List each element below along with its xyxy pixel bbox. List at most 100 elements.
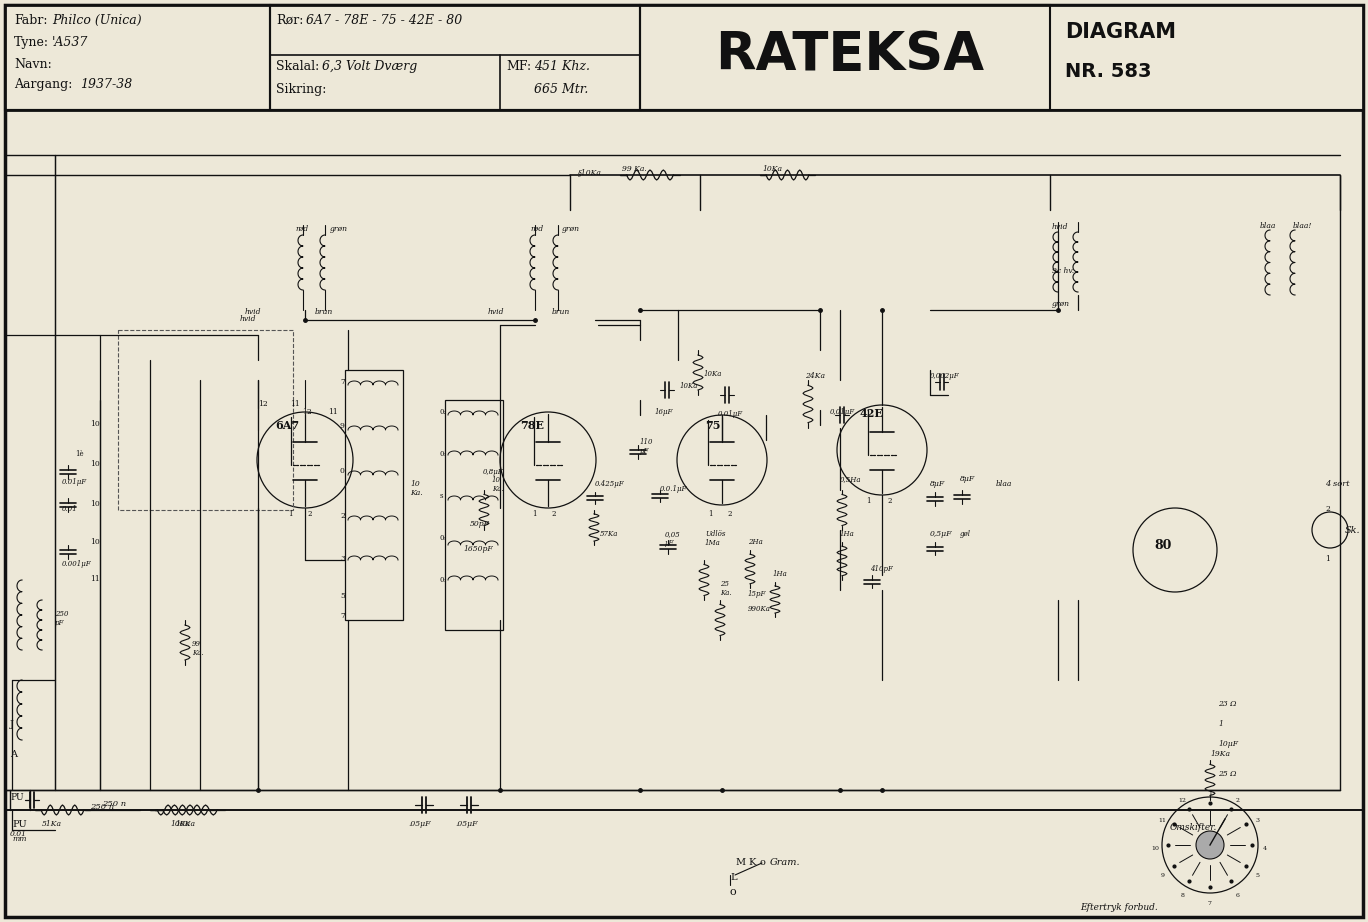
Text: 1: 1 — [532, 510, 536, 518]
Text: 9c hv.: 9c hv. — [1052, 267, 1074, 275]
Text: 5: 5 — [341, 592, 345, 600]
Text: mm: mm — [12, 835, 26, 843]
Text: 2: 2 — [341, 512, 345, 520]
Text: 0,8μF: 0,8μF — [483, 468, 503, 476]
Text: 250 n: 250 n — [103, 800, 126, 808]
Bar — [269, 5, 640, 110]
Text: M: M — [735, 858, 746, 867]
Text: 51Ka: 51Ka — [42, 820, 62, 828]
Text: 0,05
μF: 0,05 μF — [665, 530, 681, 547]
Circle shape — [1161, 797, 1259, 893]
Text: hvid: hvid — [488, 308, 505, 316]
Text: 10Ka: 10Ka — [170, 820, 190, 828]
Text: 6A7 - 78E - 75 - 42E - 80: 6A7 - 78E - 75 - 42E - 80 — [306, 14, 462, 27]
Text: 410pF: 410pF — [870, 565, 893, 573]
Text: grøn: grøn — [562, 225, 580, 233]
Text: o: o — [731, 887, 736, 897]
Text: Aargang:: Aargang: — [14, 78, 73, 91]
Text: 6A7: 6A7 — [275, 420, 300, 431]
Text: 25 Ω: 25 Ω — [1218, 770, 1237, 778]
Text: Tyne:: Tyne: — [14, 36, 49, 49]
Text: 2: 2 — [308, 510, 312, 518]
Text: MF:: MF: — [506, 60, 531, 73]
Text: 0.01: 0.01 — [62, 505, 78, 513]
Text: 2: 2 — [1326, 505, 1330, 513]
Text: 0.01: 0.01 — [10, 830, 27, 838]
Text: 10Ka: 10Ka — [680, 382, 699, 390]
Text: 0₂: 0₂ — [440, 408, 447, 416]
Text: 10: 10 — [90, 538, 100, 546]
Text: 42E: 42E — [860, 408, 884, 419]
Text: .05μF: .05μF — [456, 820, 477, 828]
Text: 0,01μF: 0,01μF — [830, 408, 855, 416]
Text: 665 Mtr.: 665 Mtr. — [534, 83, 588, 96]
Text: 0.01μF: 0.01μF — [62, 478, 88, 486]
Text: 16μF: 16μF — [655, 408, 673, 416]
Bar — [445, 400, 503, 630]
Text: 9: 9 — [341, 422, 345, 430]
Text: 5: 5 — [1256, 873, 1260, 878]
Bar — [118, 330, 293, 510]
Text: 3: 3 — [1256, 818, 1260, 823]
Text: 2Ha: 2Ha — [748, 538, 763, 546]
Text: 0,5μF: 0,5μF — [930, 530, 952, 538]
Text: 1650pF: 1650pF — [462, 545, 492, 553]
Text: 1è: 1è — [75, 450, 83, 458]
Text: blaa: blaa — [996, 480, 1012, 488]
Text: grøn: grøn — [330, 225, 347, 233]
Text: 0.425μF: 0.425μF — [595, 480, 625, 488]
Text: 11: 11 — [328, 408, 338, 416]
Text: PU: PU — [12, 820, 27, 829]
Text: 24Ka: 24Ka — [804, 372, 825, 380]
Text: L: L — [731, 873, 736, 882]
Text: Fabr:: Fabr: — [14, 14, 48, 27]
Text: 10μF: 10μF — [1218, 740, 1238, 748]
Text: 0,5Ha: 0,5Ha — [840, 475, 862, 483]
Text: 10
Ka.: 10 Ka. — [492, 476, 503, 493]
Text: hvid: hvid — [239, 315, 257, 323]
Circle shape — [1196, 831, 1224, 859]
Bar — [5, 5, 1363, 110]
Text: 0.0.1μF: 0.0.1μF — [659, 485, 687, 493]
Text: 12: 12 — [302, 408, 312, 416]
Text: Navn:: Navn: — [14, 58, 52, 71]
Text: o: o — [761, 858, 766, 867]
Text: 1: 1 — [1218, 720, 1223, 728]
Text: 8μF: 8μF — [930, 480, 945, 488]
Text: .05μF: .05μF — [408, 820, 431, 828]
Text: Eftertryk forbud.: Eftertryk forbud. — [1079, 903, 1157, 912]
Text: blaa!: blaa! — [1293, 222, 1312, 230]
Text: 75: 75 — [705, 420, 721, 431]
Text: Sk.: Sk. — [1345, 526, 1361, 535]
Text: s: s — [440, 492, 443, 500]
Text: 9: 9 — [1160, 873, 1164, 878]
Text: 4: 4 — [1263, 845, 1267, 850]
Text: 1: 1 — [709, 510, 713, 518]
Text: 11: 11 — [290, 400, 300, 408]
Text: 990Ka: 990Ka — [748, 605, 772, 613]
Text: 6: 6 — [1235, 893, 1239, 898]
Text: 7: 7 — [1208, 901, 1212, 905]
Text: Omskifter.: Omskifter. — [1170, 823, 1218, 832]
Text: 10: 10 — [90, 460, 100, 468]
Text: 1Ha: 1Ha — [773, 570, 788, 578]
Text: 99 Ka.: 99 Ka. — [622, 165, 647, 173]
Text: hvid: hvid — [1052, 223, 1068, 231]
Text: 10: 10 — [1150, 845, 1159, 850]
Text: 12: 12 — [1178, 798, 1186, 803]
Text: 12: 12 — [259, 400, 268, 408]
Text: Udlös
1Ma: Udlös 1Ma — [705, 530, 725, 547]
Text: 0,01μF: 0,01μF — [718, 410, 743, 418]
Text: 1: 1 — [866, 497, 870, 505]
Text: 6,3 Volt Dværg: 6,3 Volt Dværg — [321, 60, 417, 73]
Text: rød: rød — [295, 225, 308, 233]
Text: 80: 80 — [1155, 538, 1171, 551]
Text: 2: 2 — [888, 497, 892, 505]
Bar — [345, 370, 404, 620]
Text: 250 n: 250 n — [90, 803, 114, 811]
Text: Sikring:: Sikring: — [276, 83, 327, 96]
Text: Gram.: Gram. — [770, 858, 800, 867]
Text: 451 Khz.: 451 Khz. — [534, 60, 590, 73]
Text: 7: 7 — [341, 378, 345, 386]
Text: gøl: gøl — [960, 530, 971, 538]
